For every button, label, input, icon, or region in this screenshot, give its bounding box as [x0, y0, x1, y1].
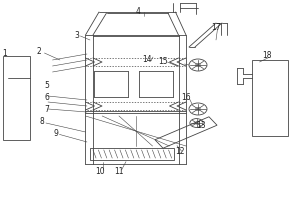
Bar: [90, 148, 174, 160]
Text: 10: 10: [96, 166, 105, 176]
Text: 3: 3: [74, 30, 79, 40]
Text: 16: 16: [181, 94, 191, 102]
Text: 5: 5: [44, 82, 49, 90]
Text: 1: 1: [2, 49, 7, 58]
Text: 7: 7: [44, 105, 49, 114]
Text: 6: 6: [44, 94, 49, 102]
Bar: [252, 60, 288, 136]
Text: 8: 8: [40, 117, 44, 127]
Text: 17: 17: [211, 22, 221, 31]
Text: 13: 13: [196, 120, 206, 130]
Text: 9: 9: [53, 130, 58, 138]
Text: 18: 18: [262, 51, 272, 60]
Text: 2: 2: [37, 47, 41, 56]
Bar: [3, 56, 30, 140]
Text: 4: 4: [136, 6, 140, 16]
Text: 14: 14: [142, 55, 152, 64]
Text: 15: 15: [159, 56, 168, 66]
Text: 12: 12: [175, 148, 185, 156]
Text: 11: 11: [114, 166, 123, 176]
